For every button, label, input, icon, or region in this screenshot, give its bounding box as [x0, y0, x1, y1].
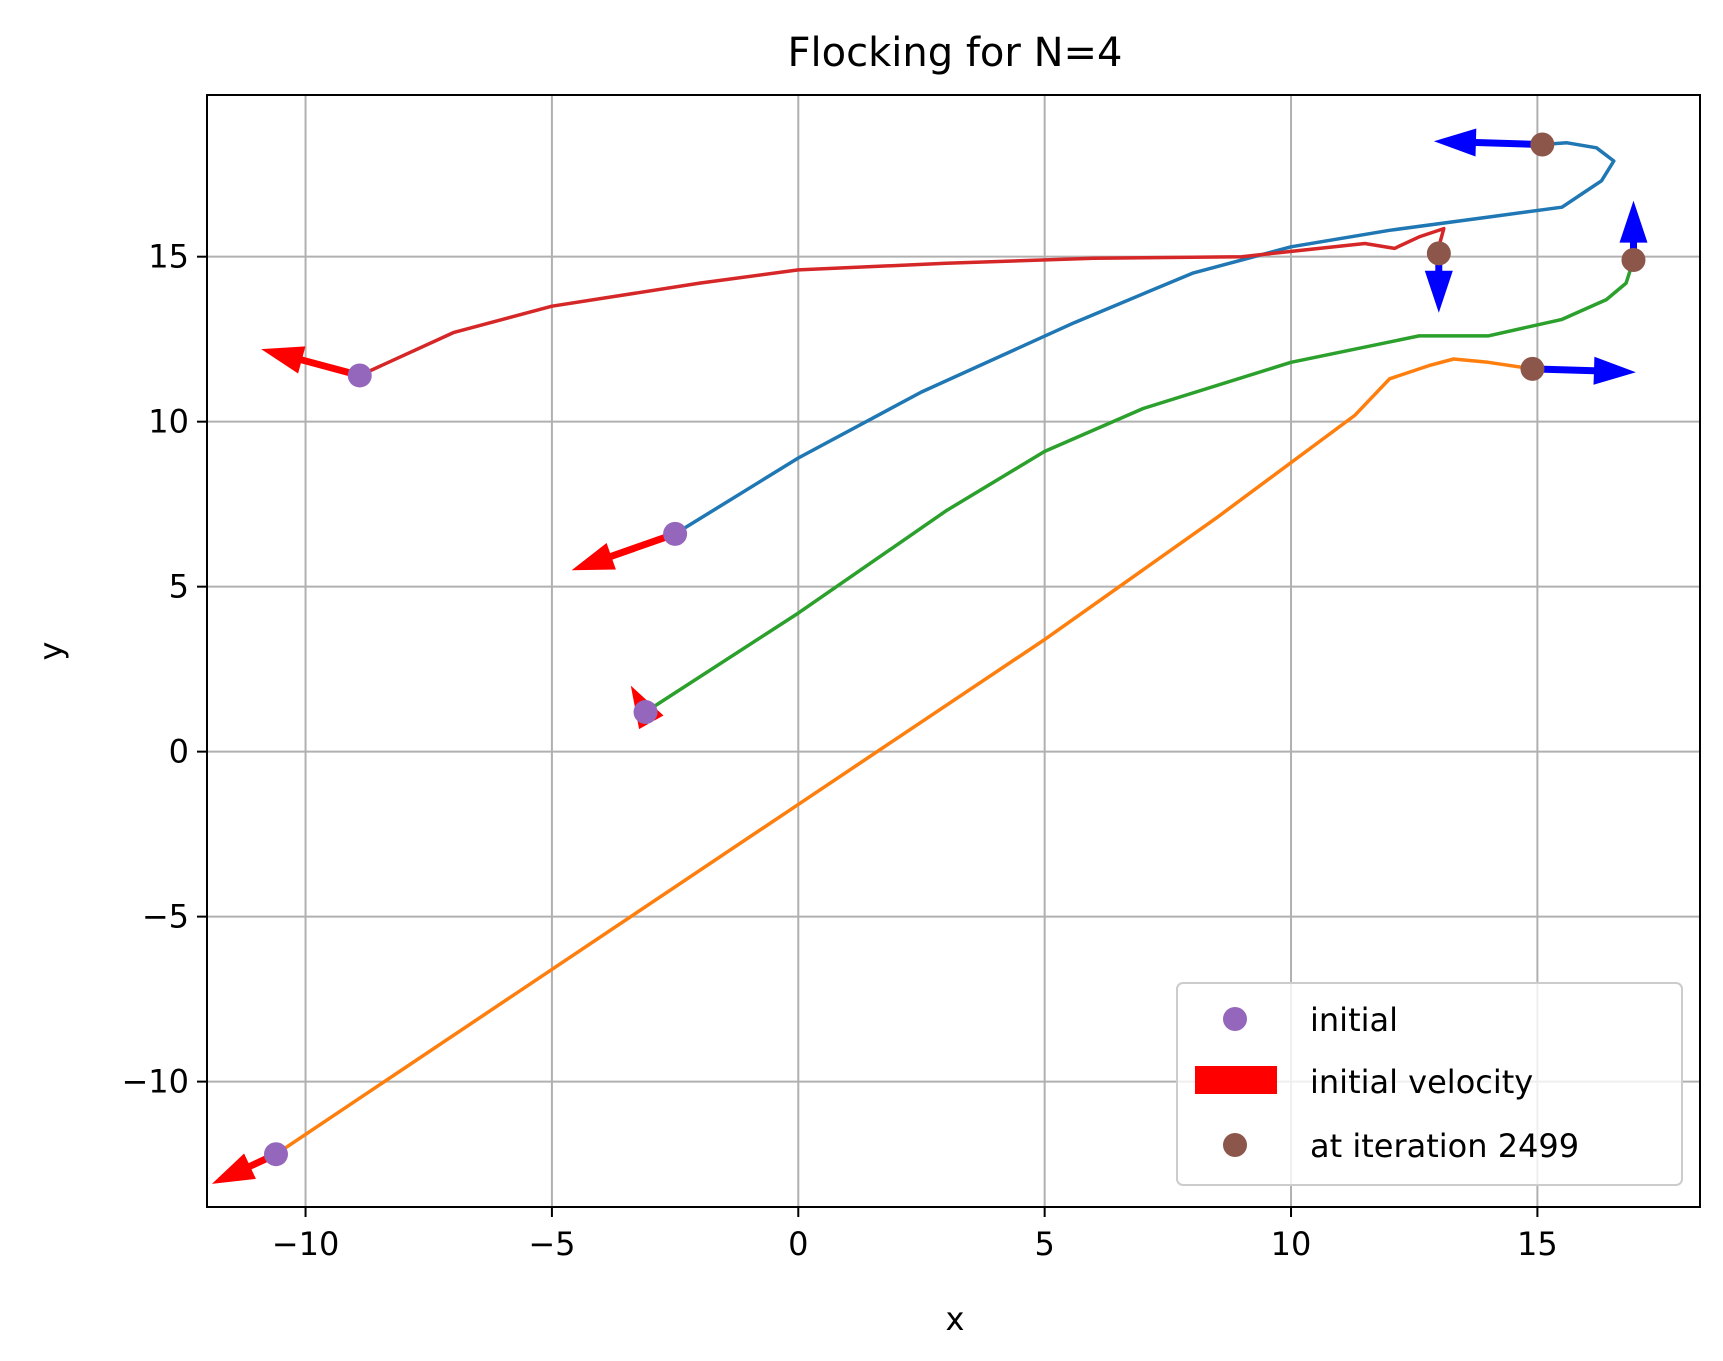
trajectory-line [643, 258, 1636, 714]
initial-position-marker [347, 363, 372, 388]
grid [207, 95, 1700, 1207]
trajectory-line [274, 357, 1535, 1156]
velocity-arrow [1433, 128, 1543, 157]
y-tick-label: 10 [148, 403, 189, 441]
tick-layer: −10 −5 0 5 10 15 −10 −5 0 5 10 15 [121, 238, 1557, 1263]
trajectory-line [357, 226, 1446, 378]
x-axis-label: x [946, 1300, 965, 1338]
legend-velocity-label: initial velocity [1310, 1063, 1533, 1101]
velocity-arrow [571, 530, 677, 571]
velocity-arrow [1532, 356, 1636, 385]
initial-position-marker [263, 1142, 288, 1167]
legend-final-marker [1223, 1133, 1247, 1157]
y-axis-label: y [32, 642, 70, 661]
final-position-marker [1426, 241, 1451, 266]
velocity-arrow [261, 346, 361, 379]
marker-layer [263, 132, 1646, 1167]
legend-velocity-swatch [1195, 1066, 1277, 1094]
legend-box [1176, 982, 1683, 1186]
final-position-marker [1520, 356, 1545, 381]
trajectory-line [673, 141, 1616, 536]
x-tick-label: −5 [528, 1225, 575, 1263]
x-tick-label: 10 [1271, 1225, 1312, 1263]
legend-initial-marker [1223, 1007, 1247, 1031]
x-tick-label: 15 [1517, 1225, 1558, 1263]
initial-position-marker [633, 700, 658, 725]
y-tick-label: 5 [169, 568, 189, 606]
initial-position-marker [663, 521, 688, 546]
x-tick-label: 0 [788, 1225, 808, 1263]
legend: initial initial velocity at iteration 24… [1176, 982, 1683, 1186]
velocity-arrow [1424, 253, 1453, 313]
x-tick-label: −10 [272, 1225, 340, 1263]
velocity-arrow [1619, 200, 1648, 260]
y-tick-label: −5 [142, 898, 189, 936]
y-tick-label: −10 [121, 1063, 189, 1101]
y-tick-label: 15 [148, 238, 189, 276]
plot-frame [206, 94, 1701, 1208]
final-position-marker [1530, 132, 1555, 157]
series-layer [274, 141, 1636, 1156]
y-tick-label: 0 [169, 733, 189, 771]
legend-initial-label: initial [1310, 1001, 1398, 1039]
final-position-marker [1621, 247, 1646, 272]
x-tick-label: 5 [1034, 1225, 1054, 1263]
velocity-arrow [211, 1151, 278, 1184]
legend-final-label: at iteration 2499 [1310, 1127, 1579, 1165]
chart-title: Flocking for N=4 [788, 30, 1123, 76]
